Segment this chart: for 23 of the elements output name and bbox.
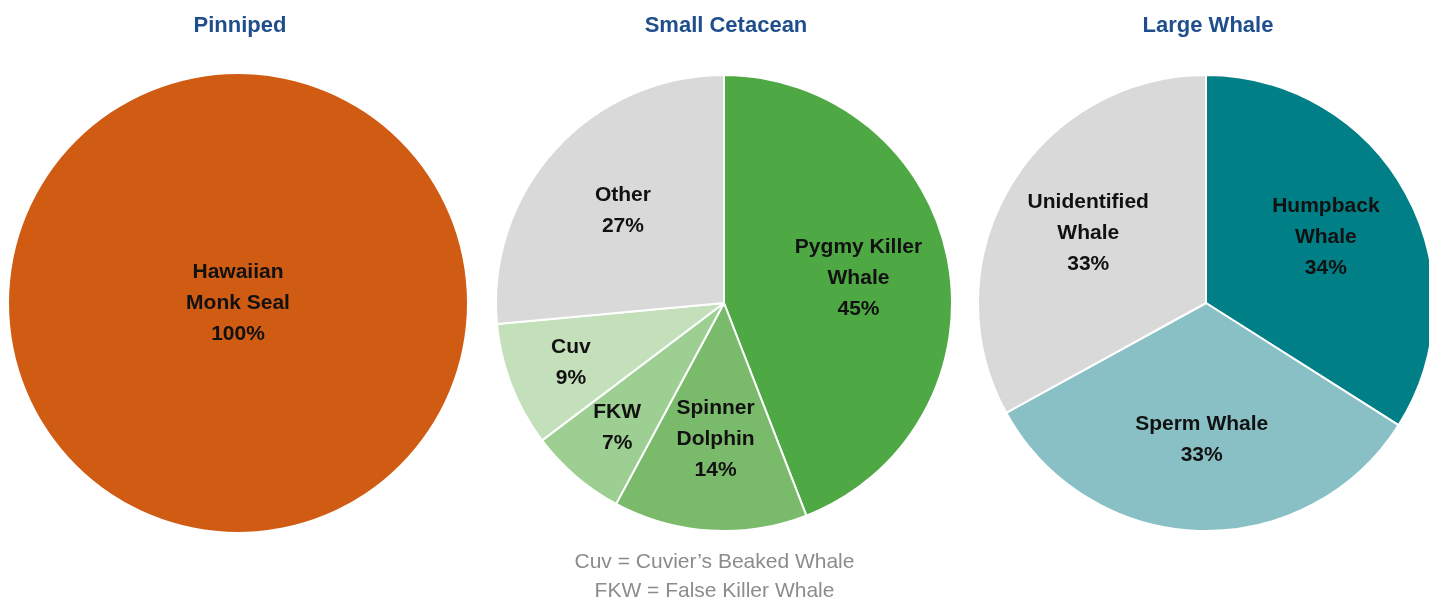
slice-label: Unidentified Whale (1027, 189, 1149, 244)
slice-label: Hawaiian Monk Seal (186, 258, 290, 313)
data-label: 100% (211, 320, 266, 344)
data-label: 14% (694, 457, 737, 481)
data-label: 34% (1304, 254, 1348, 278)
slice-label: Pygmy Killer Whale (794, 233, 923, 288)
text: FKW = False Killer Whale (593, 577, 836, 603)
data-label: 9% (555, 364, 587, 388)
slice-label: FKW (593, 398, 642, 422)
slice-label: Sperm Whale (1135, 411, 1269, 435)
slice-label: Other (594, 182, 651, 206)
data-label: 33% (1180, 442, 1224, 466)
text: Cuv = Cuvier’s Beaked Whale (573, 548, 856, 574)
chart-title: Pinniped (192, 12, 288, 38)
data-label: 27% (601, 213, 645, 237)
slice-label: Spinner Dolphin (676, 395, 755, 450)
data-label: 45% (837, 295, 880, 319)
data-label: 7% (602, 429, 633, 453)
slice-label: Humpback Whale (1272, 192, 1380, 247)
chart-title: Small Cetacean (643, 12, 809, 38)
chart-title: Large Whale (1141, 12, 1275, 38)
data-label: 33% (1067, 251, 1110, 275)
slice-label: Cuv (551, 333, 592, 357)
